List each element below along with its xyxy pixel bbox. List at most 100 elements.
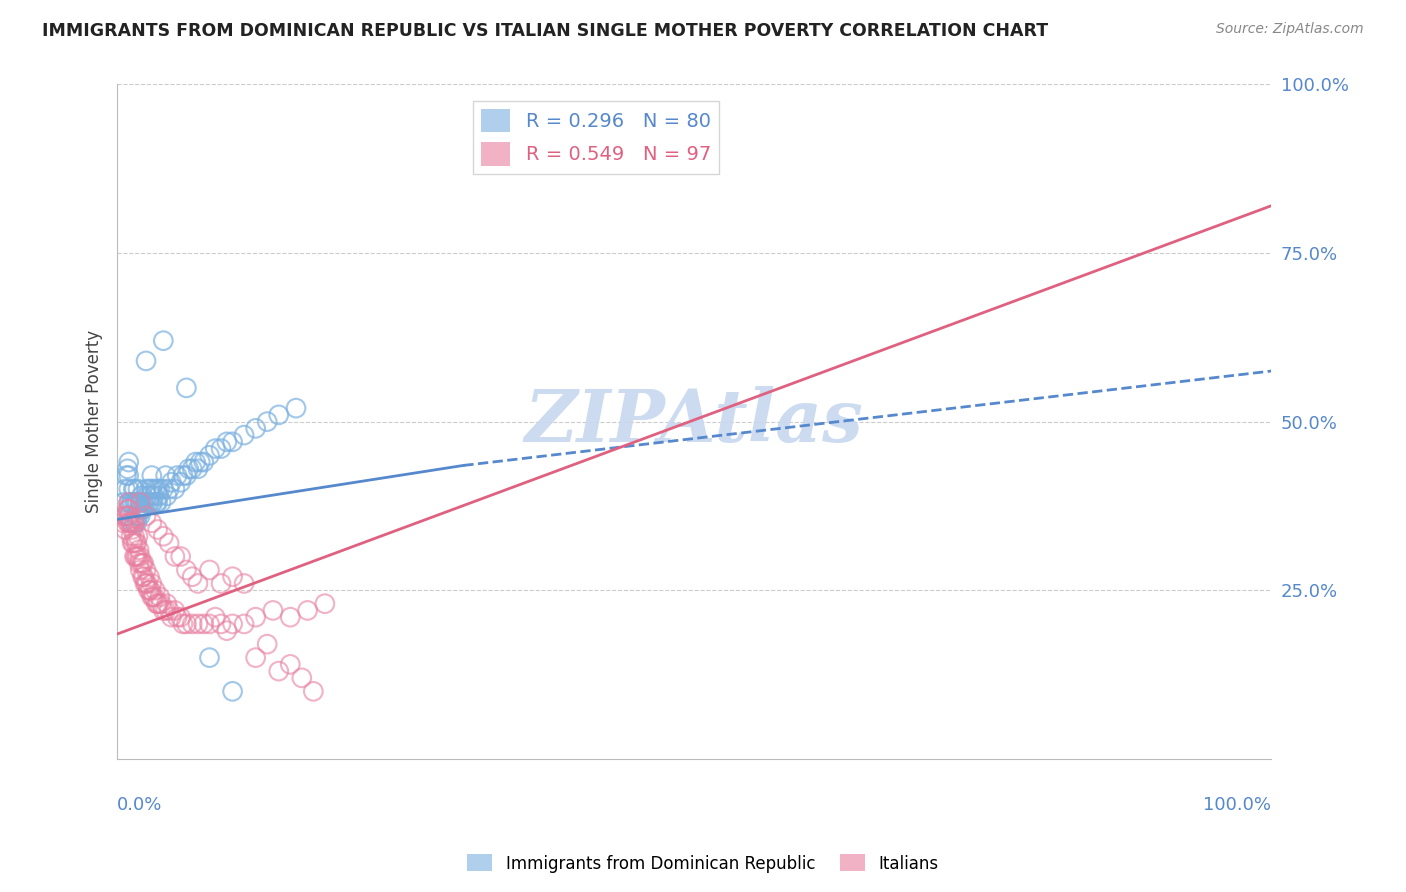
Point bbox=[177, 462, 200, 476]
Point bbox=[169, 610, 191, 624]
Point bbox=[138, 495, 160, 509]
Point bbox=[245, 610, 267, 624]
Point bbox=[156, 489, 179, 503]
Point bbox=[118, 502, 141, 516]
Point bbox=[233, 576, 256, 591]
Point bbox=[136, 489, 159, 503]
Point bbox=[114, 523, 136, 537]
Point bbox=[198, 563, 221, 577]
Point bbox=[176, 563, 198, 577]
Point bbox=[124, 549, 146, 564]
Point bbox=[150, 597, 173, 611]
Point bbox=[256, 415, 278, 429]
Point bbox=[152, 334, 174, 348]
Point bbox=[127, 529, 149, 543]
Point bbox=[166, 610, 188, 624]
Point bbox=[156, 597, 179, 611]
Point bbox=[135, 495, 157, 509]
Point bbox=[256, 637, 278, 651]
Point bbox=[128, 542, 150, 557]
Point bbox=[118, 516, 141, 530]
Legend: R = 0.296   N = 80, R = 0.549   N = 97: R = 0.296 N = 80, R = 0.549 N = 97 bbox=[472, 101, 718, 174]
Point bbox=[215, 434, 238, 449]
Point bbox=[141, 590, 163, 604]
Point bbox=[198, 616, 221, 631]
Point bbox=[118, 495, 141, 509]
Point bbox=[291, 671, 314, 685]
Point bbox=[121, 536, 143, 550]
Point bbox=[124, 495, 146, 509]
Point bbox=[122, 536, 145, 550]
Point bbox=[157, 536, 180, 550]
Point bbox=[138, 583, 160, 598]
Point bbox=[176, 468, 198, 483]
Point bbox=[181, 616, 204, 631]
Point bbox=[127, 495, 149, 509]
Point bbox=[124, 529, 146, 543]
Point bbox=[118, 455, 141, 469]
Point bbox=[125, 549, 148, 564]
Y-axis label: Single Mother Poverty: Single Mother Poverty bbox=[86, 330, 103, 513]
Point bbox=[146, 482, 169, 496]
Point bbox=[143, 482, 166, 496]
Point bbox=[131, 556, 153, 570]
Text: Source: ZipAtlas.com: Source: ZipAtlas.com bbox=[1216, 22, 1364, 37]
Point bbox=[124, 549, 146, 564]
Point bbox=[221, 434, 243, 449]
Point bbox=[120, 529, 142, 543]
Point bbox=[124, 482, 146, 496]
Point bbox=[187, 462, 209, 476]
Point bbox=[302, 684, 325, 698]
Point bbox=[149, 482, 172, 496]
Point bbox=[155, 603, 177, 617]
Point bbox=[262, 603, 284, 617]
Point bbox=[245, 421, 267, 435]
Point bbox=[187, 616, 209, 631]
Point bbox=[163, 482, 186, 496]
Point bbox=[181, 462, 204, 476]
Point bbox=[181, 570, 204, 584]
Point bbox=[193, 455, 215, 469]
Point bbox=[187, 576, 209, 591]
Point bbox=[146, 597, 169, 611]
Point bbox=[135, 563, 157, 577]
Point bbox=[166, 468, 188, 483]
Point bbox=[120, 516, 142, 530]
Point bbox=[155, 468, 177, 483]
Point bbox=[188, 455, 211, 469]
Point bbox=[121, 523, 143, 537]
Point bbox=[278, 657, 301, 672]
Point bbox=[124, 536, 146, 550]
Point bbox=[204, 610, 226, 624]
Point bbox=[184, 455, 207, 469]
Text: 0.0%: 0.0% bbox=[117, 796, 163, 814]
Point bbox=[138, 495, 160, 509]
Point bbox=[148, 597, 170, 611]
Point bbox=[124, 495, 146, 509]
Point bbox=[172, 616, 194, 631]
Point bbox=[128, 502, 150, 516]
Point bbox=[297, 603, 319, 617]
Point bbox=[172, 468, 194, 483]
Point bbox=[139, 583, 162, 598]
Point bbox=[245, 650, 267, 665]
Point bbox=[114, 482, 136, 496]
Point bbox=[141, 482, 163, 496]
Point bbox=[118, 495, 141, 509]
Point bbox=[132, 556, 155, 570]
Point bbox=[169, 549, 191, 564]
Text: 100.0%: 100.0% bbox=[1204, 796, 1271, 814]
Point bbox=[285, 401, 308, 416]
Point bbox=[160, 475, 183, 490]
Point bbox=[267, 408, 290, 422]
Point bbox=[117, 462, 139, 476]
Point bbox=[118, 508, 141, 523]
Point bbox=[146, 495, 169, 509]
Point bbox=[129, 549, 152, 564]
Point bbox=[118, 516, 141, 530]
Point bbox=[143, 590, 166, 604]
Point bbox=[143, 489, 166, 503]
Point bbox=[129, 508, 152, 523]
Point bbox=[149, 590, 172, 604]
Point bbox=[163, 549, 186, 564]
